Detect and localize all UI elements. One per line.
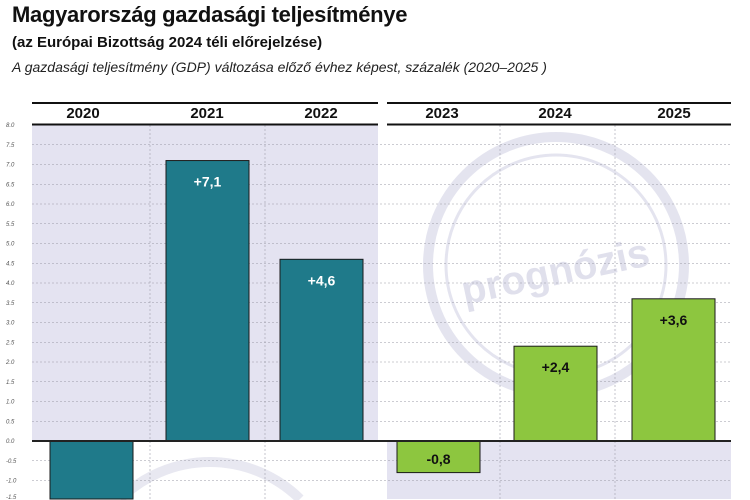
y-tick-label: 5.5 — [6, 222, 15, 228]
y-tick-label: 2.0 — [5, 360, 15, 366]
y-tick-label: 0.5 — [6, 419, 15, 425]
y-tick-label: 6.5 — [6, 182, 15, 188]
y-tick-label: 3.5 — [6, 301, 15, 307]
y-tick-label: -1.0 — [6, 479, 17, 485]
x-label-2020: 2020 — [66, 105, 99, 122]
y-tick-label: 4.5 — [6, 261, 15, 267]
bar-2023 — [396, 440, 481, 474]
bar-2025 — [631, 298, 716, 442]
y-tick-label: 7.5 — [6, 143, 15, 149]
y-tick-label: 7.0 — [6, 163, 15, 169]
y-tick-label: 2.5 — [5, 340, 15, 346]
y-tick-label: 1.5 — [6, 380, 15, 386]
x-label-2025: 2025 — [657, 105, 690, 122]
data-label-2023: -0,8 — [426, 451, 450, 467]
x-label-2024: 2024 — [538, 105, 572, 122]
y-tick-label: -1.5 — [6, 495, 17, 500]
y-tick-label: 1.0 — [6, 400, 15, 406]
watermark-text: prognózis — [457, 231, 653, 314]
chart-title: Magyarország gazdasági teljesítménye — [12, 2, 408, 27]
y-tick-label: 5.0 — [6, 242, 15, 248]
y-tick-label: 6.0 — [6, 202, 15, 208]
y-tick-label: 8.0 — [6, 123, 15, 129]
y-tick-label: 3.0 — [6, 321, 15, 327]
chart-description: A gazdasági teljesítmény (GDP) változása… — [12, 59, 547, 75]
data-label-2024: +2,4 — [542, 359, 570, 375]
bar-2020 — [49, 440, 134, 500]
data-label-2025: +3,6 — [660, 312, 688, 328]
x-label-2023: 2023 — [425, 105, 458, 122]
data-label-2021: +7,1 — [194, 174, 222, 190]
data-label-2022: +4,6 — [308, 272, 336, 288]
chart-subtitle: (az Európai Bizottság 2024 téli előrejel… — [12, 34, 323, 51]
y-tick-label: 0.0 — [6, 439, 15, 445]
y-tick-label: 4.0 — [6, 281, 15, 287]
x-label-2022: 2022 — [304, 105, 337, 122]
bar-2021 — [165, 160, 250, 442]
y-tick-label: -0.5 — [6, 459, 17, 465]
bar-2024 — [513, 345, 598, 442]
stamp-ring-lower — [116, 457, 304, 500]
bar-2022 — [279, 258, 364, 442]
x-label-2021: 2021 — [190, 105, 223, 122]
